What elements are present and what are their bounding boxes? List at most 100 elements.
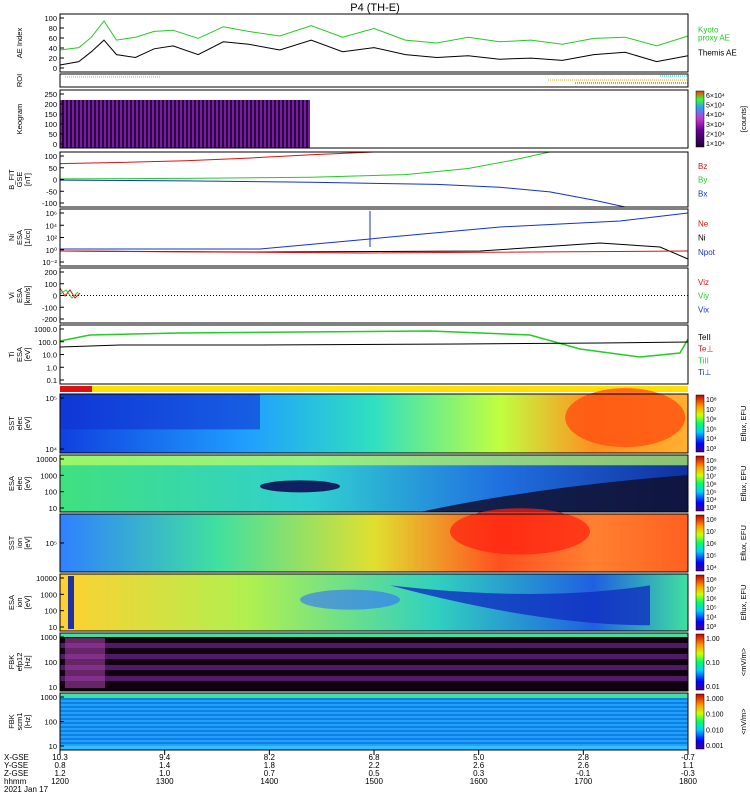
x-tick-label: 1700: [574, 777, 592, 786]
colorbar-tick-label: 10⁵: [706, 605, 717, 612]
y-tick-label: 10: [49, 683, 57, 692]
panel-sst_e: 10⁵ 10⁴ SST elec [eV] 10⁸ 10⁷ 10⁶ 10⁵ 10⁴ 10³ Eflux…: [7, 388, 748, 454]
y-tick-label: 100: [44, 152, 57, 161]
series-ti-par: [59, 330, 689, 358]
legend-entry: Ni: [698, 234, 706, 243]
y-label-line: Ti: [7, 351, 16, 357]
esa-elec-low-flux: [420, 474, 688, 512]
y-tick-label: 20: [49, 54, 57, 63]
fbk-efp-band: [60, 676, 688, 681]
y-axis-label: Vi ESA [km/s]: [7, 286, 32, 306]
colorbar-tick-label: 4×10⁴: [706, 112, 725, 119]
status-bar: [60, 386, 688, 392]
colorbar-tick-label: 5×10⁴: [706, 103, 725, 110]
legend-entry: Viz: [698, 278, 709, 287]
colorbar-tick-label: 0.010: [706, 727, 724, 734]
colorbar-tick-label: 0.100: [706, 712, 724, 719]
legend-entry: Ti⊥: [698, 368, 711, 377]
y-label-line: [eV]: [23, 596, 32, 609]
y-label-line: [eV]: [23, 536, 32, 549]
series-themis-ae: [59, 39, 689, 66]
x-row-label: Z-GSE: [4, 769, 28, 778]
x-row-label: Y-GSE: [4, 761, 28, 770]
y-label-line: [eV]: [23, 348, 32, 361]
panel-bg: [60, 209, 688, 266]
x-tick-label: 1.1: [682, 761, 694, 770]
y-label-line: SST: [7, 416, 16, 431]
panel-frame: [59, 454, 689, 513]
y-axis-label: ESA ion [eV]: [7, 595, 32, 610]
panel-bg: [60, 152, 688, 207]
esa-ion-stripe: [68, 576, 74, 629]
legend-entry: Te⊥: [698, 345, 713, 354]
panel-frame: [59, 89, 689, 149]
y-tick-label: 0: [53, 292, 57, 301]
panel-frame: [59, 393, 689, 454]
colorbar-label-text: [counts]: [739, 106, 748, 132]
y-label-line: [1/cc]: [23, 229, 32, 247]
fbk-efp-band: [60, 665, 688, 670]
y-axis-label: FBK efp12 [Hz]: [7, 653, 32, 672]
y-tick-label: 100: [44, 14, 57, 23]
colorbar-tick-label: 10⁴: [706, 497, 717, 504]
y-tick-label: 1.0: [47, 363, 57, 372]
y-tick-label: -100: [42, 303, 57, 312]
colorbar-tick-label: 10⁸: [706, 397, 717, 404]
legend-entry: proxy AE: [698, 33, 730, 42]
legend-entry: Themis AE: [698, 49, 737, 58]
colorbar-tick-label: 10⁵: [706, 489, 717, 496]
y-axis-label: Keogram: [15, 104, 24, 134]
fbk-efp-spectrogram: [60, 633, 688, 691]
y-label-line: ESA: [15, 288, 24, 303]
colorbar: [695, 455, 705, 512]
y-label-line: AE Index: [15, 28, 24, 59]
legend-entry: Bz: [698, 162, 707, 171]
x-tick-label: -0.7: [681, 753, 695, 762]
y-tick-label: 100: [44, 658, 57, 667]
y-tick-label: -50: [46, 187, 57, 196]
y-label-line: [Hz]: [23, 655, 32, 668]
y-label-line: [Hz]: [23, 715, 32, 728]
y-label-line: ESA: [15, 347, 24, 362]
colorbar-tick-label: 1.00: [706, 636, 720, 643]
panel-roi: ROI: [15, 73, 689, 88]
y-tick-label: 10: [49, 504, 57, 513]
y-tick-label: 100: [44, 280, 57, 289]
y-axis-label: ROI: [15, 74, 24, 87]
colorbar-tick-label: 0.10: [706, 660, 720, 667]
y-axis-label: FBK scm1 [Hz]: [7, 713, 32, 731]
esa-ion-blob: [300, 589, 400, 610]
fbk-efp-burst: [65, 638, 105, 688]
series-viz: [59, 287, 81, 299]
y-axis-label: Ti ESA [eV]: [7, 347, 32, 362]
y-tick-label: 10⁴: [45, 221, 57, 230]
x-tick-label: 0.5: [368, 769, 380, 778]
panel-bg: [60, 74, 688, 87]
y-tick-label: 100: [44, 607, 57, 616]
colorbar-tick-label: 10⁷: [706, 586, 717, 593]
y-axis-label: Ni ESA [1/cc]: [7, 229, 32, 247]
keogram-image: [60, 100, 310, 148]
colorbar-tick-label: 10⁹: [706, 458, 717, 465]
x-tick-label: 1.2: [54, 769, 66, 778]
y-tick-label: 10: [49, 742, 57, 751]
esa-ion-low-flux: [390, 585, 650, 626]
panel-esa_i: 10000 1000 100 10 ESA ion [eV] 10⁸ 10⁷ 10⁶ 10⁵ 10⁴ 1…: [7, 573, 748, 632]
colorbar: [695, 693, 705, 750]
sst-elec-dark-region: [60, 394, 260, 430]
y-label-line: [eV]: [23, 477, 32, 490]
colorbar-label-text: Eflux, EFU: [739, 585, 748, 621]
x-tick-label: 0.7: [264, 769, 276, 778]
y-tick-label: 0.1: [47, 376, 57, 385]
colorbar-label: Eflux, EFU: [739, 406, 748, 442]
y-axis-label: AE Index: [15, 28, 24, 59]
y-tick-label: 100.0: [38, 338, 57, 347]
colorbar-tick-label: 10⁷: [706, 529, 717, 536]
x-row-label: hhmm: [4, 777, 27, 786]
colorbar-label-text: Eflux, EFU: [739, 525, 748, 561]
y-label-line: Ni: [7, 234, 16, 241]
colorbar-tick-label: 10⁶: [706, 596, 717, 603]
y-axis-label: SST elec [eV]: [7, 416, 32, 431]
colorbar-tick-label: 10⁶: [706, 417, 717, 424]
